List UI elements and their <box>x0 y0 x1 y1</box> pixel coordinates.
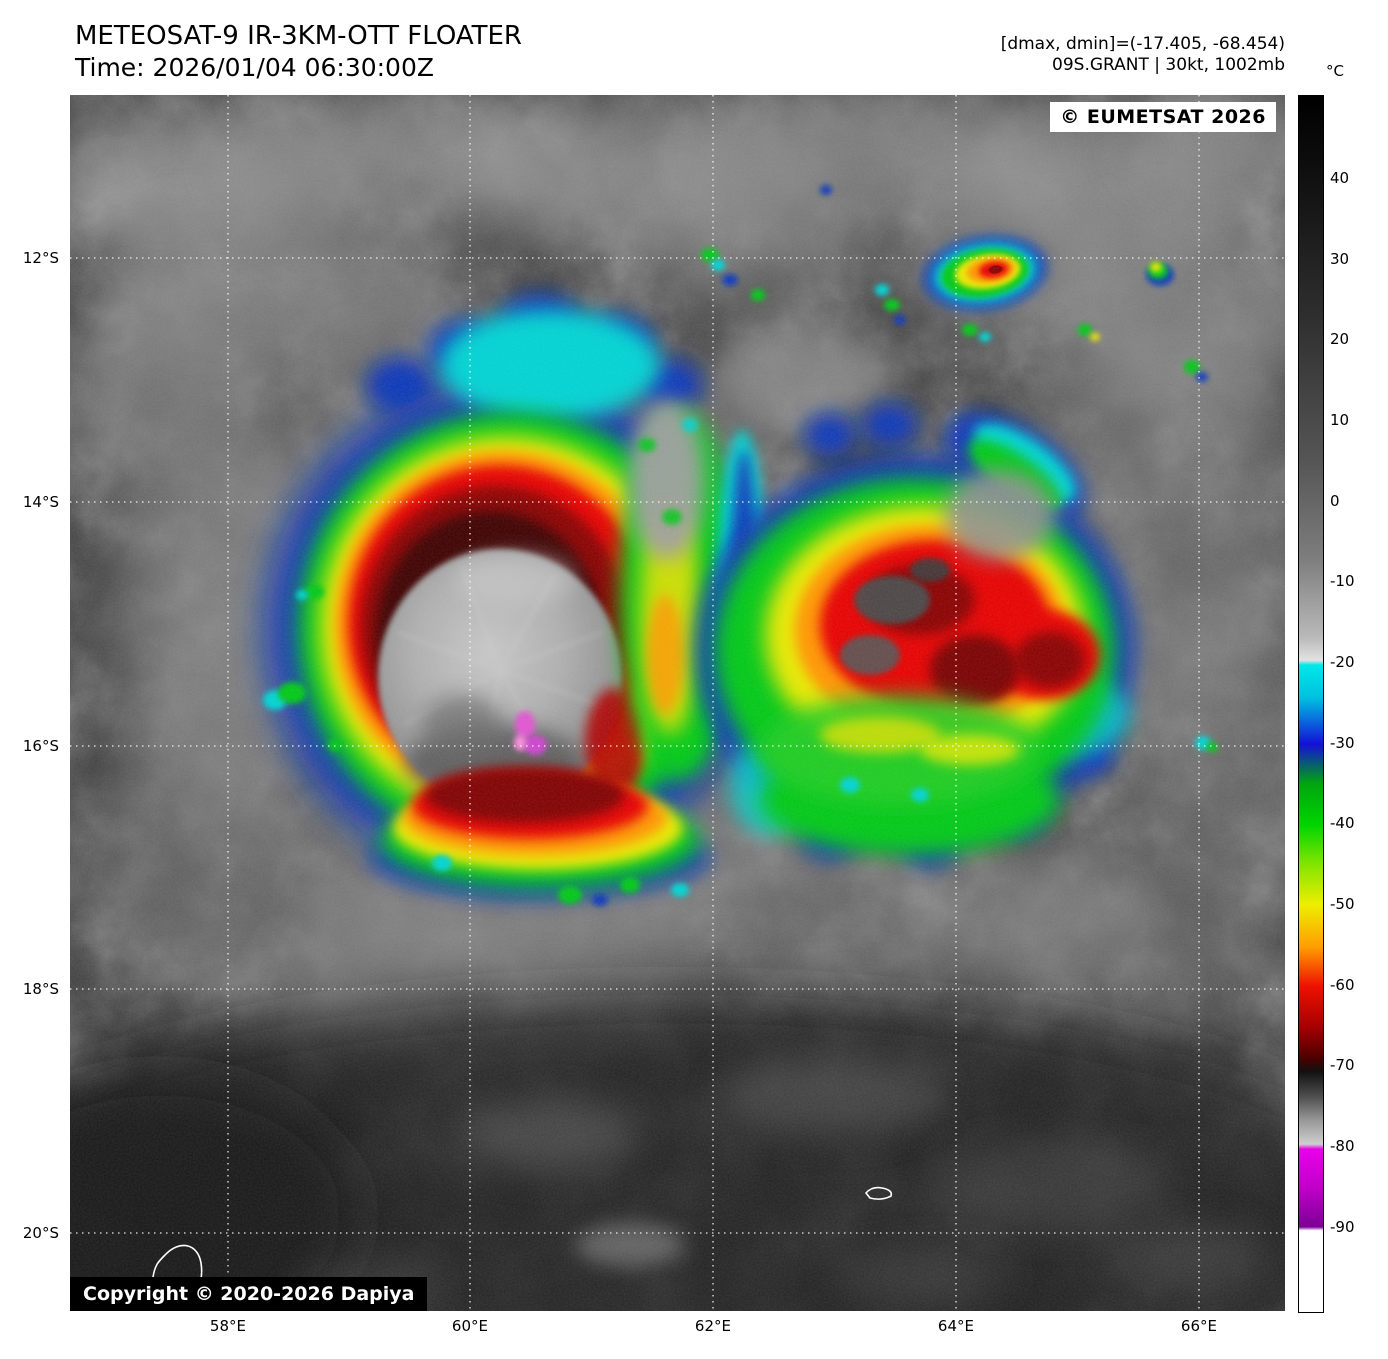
longitude-axis: 58°E 60°E 62°E 64°E 66°E <box>70 1317 1285 1341</box>
colorbar-tick-label: -50 <box>1330 895 1355 913</box>
colorbar-tick-label: -30 <box>1330 733 1355 752</box>
colorbar-unit-label: °C <box>1326 62 1344 80</box>
lat-label: 12°S <box>22 248 59 267</box>
lon-label: 66°E <box>1180 1317 1218 1335</box>
latitude-axis: 12°S 14°S 16°S 18°S 20°S <box>0 95 64 1311</box>
header-right-block: [dmax, dmin]=(-17.405, -68.454) 09S.GRAN… <box>1001 34 1285 76</box>
colorbar-tick-labels: 40 30 20 10 0 -10 -20 -30 -40 -50 -60 -7… <box>1330 95 1384 1311</box>
lat-label: 20°S <box>22 1224 59 1243</box>
lon-label: 58°E <box>209 1317 246 1335</box>
colorbar-tick-label: 0 <box>1330 491 1340 510</box>
lat-label: 14°S <box>22 492 59 511</box>
colorbar-tick-label: 20 <box>1330 330 1350 349</box>
lon-label: 64°E <box>937 1317 975 1335</box>
temperature-colorbar <box>1298 95 1324 1313</box>
image-timestamp: Time: 2026/01/04 06:30:00Z <box>75 53 434 82</box>
lat-label: 16°S <box>22 737 59 756</box>
satellite-image-frame: © EUMETSAT 2026 Copyright © 2020-2026 Da… <box>70 95 1285 1311</box>
satellite-ir-image <box>70 95 1285 1311</box>
colorbar-tick-label: -90 <box>1330 1217 1355 1236</box>
colorbar-tick-label: 10 <box>1330 411 1350 430</box>
copyright-badge: Copyright © 2020-2026 Dapiya <box>70 1277 428 1311</box>
colorbar-tick-label: -80 <box>1330 1136 1355 1155</box>
title-block: METEOSAT-9 IR-3KM-OTT FLOATER Time: 2026… <box>75 20 522 84</box>
graticule-grid <box>70 95 1285 1311</box>
storm-status-readout: 09S.GRANT | 30kt, 1002mb <box>1052 55 1285 75</box>
noise-overlay <box>70 95 1285 1311</box>
colorbar-tick-label: -60 <box>1330 975 1355 994</box>
lon-label: 62°E <box>694 1317 732 1335</box>
colorbar-tick-label: 30 <box>1330 249 1350 268</box>
page-title: METEOSAT-9 IR-3KM-OTT FLOATER <box>75 21 522 51</box>
colorbar-tick-label: -40 <box>1330 814 1355 833</box>
lon-label: 60°E <box>451 1317 489 1335</box>
eumetsat-credit-badge: © EUMETSAT 2026 <box>1050 102 1276 132</box>
dmax-dmin-readout: [dmax, dmin]=(-17.405, -68.454) <box>1000 34 1285 54</box>
colorbar-tick-label: -20 <box>1330 653 1355 672</box>
colorbar-tick-label: -10 <box>1330 572 1355 591</box>
rodrigues-coastline <box>864 1186 893 1200</box>
colorbar-tick-label: 40 <box>1330 169 1350 188</box>
lat-label: 18°S <box>22 980 59 998</box>
colorbar-tick-label: -70 <box>1330 1056 1355 1075</box>
